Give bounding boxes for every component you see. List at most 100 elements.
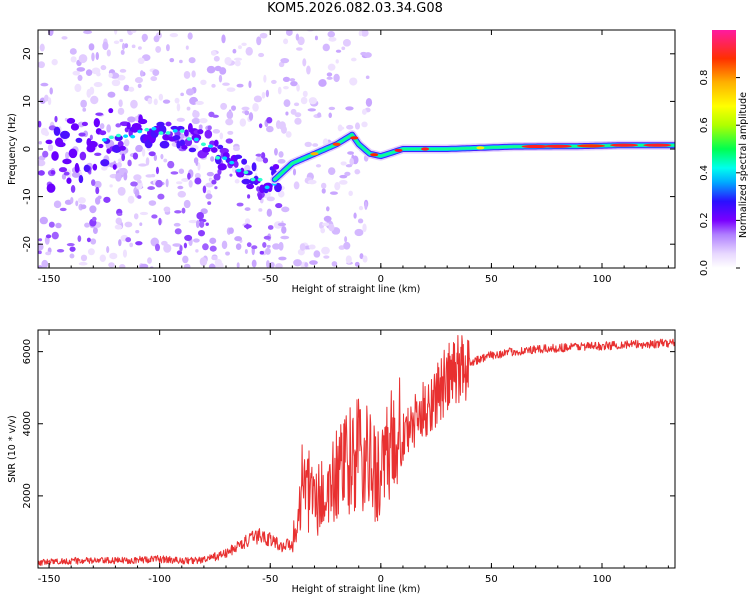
ridge-blob bbox=[51, 151, 59, 161]
noise-blob bbox=[260, 152, 266, 159]
noise-blob bbox=[266, 244, 271, 248]
noise-blob bbox=[354, 122, 361, 130]
noise-blob bbox=[354, 228, 364, 237]
noise-blob bbox=[258, 52, 265, 58]
noise-blob bbox=[128, 86, 135, 92]
ridge-blob bbox=[233, 160, 239, 168]
noise-blob bbox=[210, 50, 217, 56]
noise-blob bbox=[44, 94, 49, 102]
noise-blob bbox=[92, 216, 97, 222]
noise-blob bbox=[214, 186, 218, 190]
ridge-highlight bbox=[101, 138, 107, 142]
y-tick-label: 10 bbox=[22, 95, 33, 108]
ridge-blob bbox=[83, 164, 91, 173]
noise-blob bbox=[151, 214, 158, 219]
noise-blob bbox=[169, 33, 179, 38]
page-title: KOM5.2026.082.03.34.G08 bbox=[267, 1, 443, 16]
noise-blob bbox=[38, 170, 45, 176]
noise-blob bbox=[321, 188, 326, 194]
ridge-blob bbox=[66, 177, 72, 184]
x-tick-label: -100 bbox=[148, 574, 171, 585]
y-tick-label: 6000 bbox=[22, 339, 33, 364]
noise-blob bbox=[75, 200, 79, 207]
ridge-highlight bbox=[208, 144, 214, 148]
noise-blob bbox=[53, 200, 62, 209]
noise-blob bbox=[211, 83, 216, 88]
noise-blob bbox=[74, 83, 82, 93]
noise-blob bbox=[69, 253, 75, 259]
noise-blob bbox=[334, 181, 341, 191]
noise-blob bbox=[139, 263, 149, 268]
noise-blob bbox=[244, 218, 251, 225]
noise-blob bbox=[103, 196, 111, 203]
noise-blob bbox=[139, 222, 143, 227]
noise-blob bbox=[277, 158, 286, 164]
ridge-highlight bbox=[250, 177, 256, 182]
noise-blob bbox=[147, 97, 153, 105]
noise-blob bbox=[49, 87, 53, 95]
noise-blob bbox=[63, 171, 70, 176]
noise-blob bbox=[137, 83, 142, 89]
noise-blob bbox=[101, 166, 108, 171]
noise-blob bbox=[180, 92, 184, 97]
noise-blob bbox=[137, 57, 145, 65]
noise-blob bbox=[320, 182, 327, 189]
noise-blob bbox=[132, 152, 139, 160]
noise-blob bbox=[78, 261, 88, 266]
noise-blob bbox=[47, 97, 52, 106]
noise-blob bbox=[38, 238, 43, 242]
noise-blob bbox=[120, 49, 125, 55]
noise-blob bbox=[345, 164, 353, 168]
noise-blob bbox=[236, 262, 240, 268]
noise-blob bbox=[214, 262, 222, 268]
y-tick-label: 4000 bbox=[22, 411, 33, 436]
ridge-blob bbox=[79, 151, 87, 161]
noise-blob bbox=[162, 99, 171, 104]
noise-blob bbox=[361, 108, 367, 115]
noise-blob bbox=[157, 193, 165, 200]
noise-blob bbox=[350, 57, 357, 62]
noise-blob bbox=[212, 114, 219, 118]
noise-blob bbox=[89, 205, 97, 214]
noise-blob bbox=[123, 172, 128, 181]
noise-blob bbox=[321, 222, 330, 227]
noise-blob bbox=[147, 186, 155, 190]
ridge-highlight bbox=[116, 133, 122, 138]
noise-blob bbox=[307, 108, 316, 112]
noise-blob bbox=[236, 83, 244, 88]
noise-blob bbox=[78, 132, 86, 137]
ridge-blob bbox=[81, 121, 88, 127]
noise-blob bbox=[244, 110, 250, 116]
noise-blob bbox=[113, 30, 118, 35]
noise-blob bbox=[267, 225, 274, 230]
ridge-blob bbox=[108, 108, 114, 114]
noise-blob bbox=[125, 237, 132, 243]
ridge-blob bbox=[234, 154, 243, 159]
noise-blob bbox=[281, 226, 287, 234]
noise-blob bbox=[185, 88, 195, 96]
noise-blob bbox=[308, 244, 316, 250]
ridge-blob bbox=[199, 151, 210, 156]
noise-blob bbox=[263, 235, 271, 240]
noise-blob bbox=[335, 49, 342, 53]
noise-blob bbox=[117, 186, 126, 196]
noise-blob bbox=[80, 204, 87, 210]
noise-blob bbox=[196, 212, 204, 220]
ridge-highlight bbox=[200, 142, 206, 147]
noise-blob bbox=[265, 89, 270, 98]
noise-blob bbox=[341, 46, 346, 51]
ridge-blob bbox=[159, 140, 170, 149]
noise-blob bbox=[148, 200, 157, 206]
noise-blob bbox=[163, 243, 172, 253]
noise-blob bbox=[51, 231, 59, 240]
ridge-blob bbox=[257, 193, 263, 201]
noise-blob bbox=[321, 246, 330, 255]
noise-blob bbox=[211, 255, 218, 261]
y-tick-label: 0 bbox=[22, 146, 33, 152]
noise-blob bbox=[326, 206, 330, 212]
noise-blob bbox=[119, 151, 126, 156]
noise-blob bbox=[259, 250, 265, 255]
noise-blob bbox=[278, 241, 284, 251]
noise-blob bbox=[308, 97, 318, 105]
